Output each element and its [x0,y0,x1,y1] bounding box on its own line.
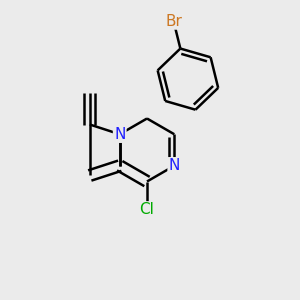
Text: N: N [169,158,180,173]
Text: Cl: Cl [140,202,154,217]
Text: N: N [114,127,125,142]
Text: Br: Br [165,14,182,28]
